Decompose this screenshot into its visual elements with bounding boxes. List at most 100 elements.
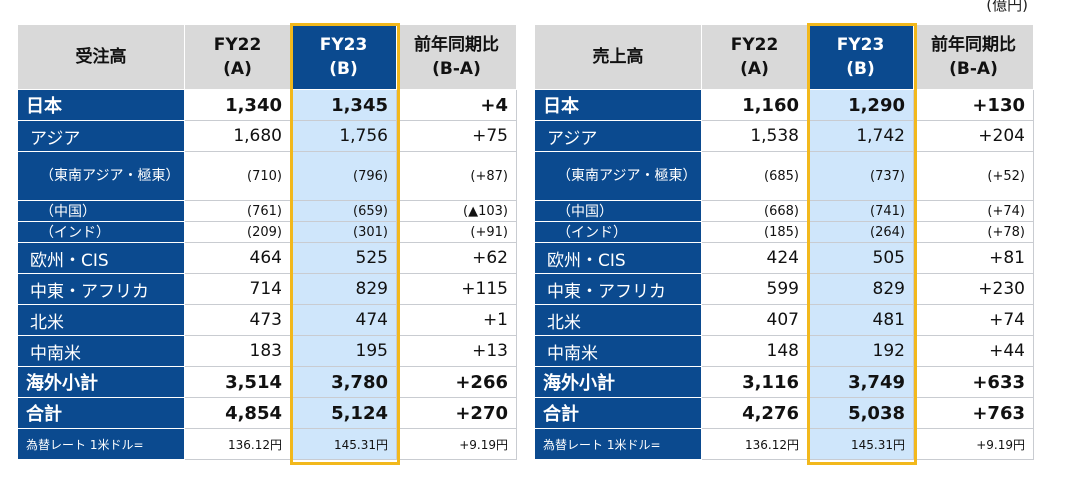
value-diff: +13 xyxy=(396,335,517,367)
value-fy22: (185) xyxy=(701,221,808,243)
value-fy23: (737) xyxy=(807,151,914,201)
value-fy23: (301) xyxy=(290,221,397,243)
region-label: 欧州・CIS xyxy=(17,242,185,274)
value-fy23: 474 xyxy=(290,304,397,336)
value-fy22: 136.12円 xyxy=(184,428,291,460)
value-fy22: (668) xyxy=(701,200,808,222)
value-diff: +74 xyxy=(913,304,1034,336)
orders-table: 受注高 FY22 (A) FY23 (B) 前年同期比 (B-A) 日本 1,340 1,3… xyxy=(17,24,517,460)
region-label: 為替レート 1米ドル= xyxy=(534,428,702,460)
region-label: （東南アジア・極東） xyxy=(534,151,702,201)
region-label: 欧州・CIS xyxy=(534,242,702,274)
value-fy23: 5,038 xyxy=(807,397,914,429)
region-label: 中南米 xyxy=(17,335,185,367)
value-diff: (▲103) xyxy=(396,200,517,222)
value-fy23: 192 xyxy=(807,335,914,367)
region-label: アジア xyxy=(17,120,185,152)
region-label: （インド） xyxy=(17,221,185,243)
region-label: （中国） xyxy=(17,200,185,222)
row-latin-america: 中南米 148 192 +44 xyxy=(534,335,1034,367)
value-diff: +75 xyxy=(396,120,517,152)
value-fy23: 1,756 xyxy=(290,120,397,152)
value-diff: (+52) xyxy=(913,151,1034,201)
value-fy22: 1,160 xyxy=(701,89,808,121)
value-fy22: 1,340 xyxy=(184,89,291,121)
row-total: 合計 4,854 5,124 +270 xyxy=(17,397,517,429)
header-row: 売上高 FY22 (A) FY23 (B) 前年同期比 (B-A) xyxy=(534,24,1034,90)
value-fy23: 145.31円 xyxy=(290,428,397,460)
row-india: （インド） (209) (301) (+91) xyxy=(17,221,517,243)
row-southeast-asia: （東南アジア・極東） (710) (796) (+87) xyxy=(17,151,517,201)
value-diff: +130 xyxy=(913,89,1034,121)
region-label: 海外小計 xyxy=(534,366,702,398)
row-china: （中国） (761) (659) (▲103) xyxy=(17,200,517,222)
value-fy22: 464 xyxy=(184,242,291,274)
header-metric: 売上高 xyxy=(534,24,702,90)
row-total: 合計 4,276 5,038 +763 xyxy=(534,397,1034,429)
region-label: （中国） xyxy=(534,200,702,222)
row-north-america: 北米 473 474 +1 xyxy=(17,304,517,336)
region-label: 日本 xyxy=(534,89,702,121)
unit-label: (億円) xyxy=(986,0,1028,14)
header-fy22: FY22 (A) xyxy=(184,24,291,90)
value-fy22: 599 xyxy=(701,273,808,305)
row-japan: 日本 1,340 1,345 +4 xyxy=(17,89,517,121)
value-fy23: 145.31円 xyxy=(807,428,914,460)
row-asia: アジア 1,680 1,756 +75 xyxy=(17,120,517,152)
value-diff: +9.19円 xyxy=(913,428,1034,460)
row-overseas-subtotal: 海外小計 3,514 3,780 +266 xyxy=(17,366,517,398)
row-asia: アジア 1,538 1,742 +204 xyxy=(534,120,1034,152)
value-diff: +204 xyxy=(913,120,1034,152)
value-fy23: 1,742 xyxy=(807,120,914,152)
region-label: 中東・アフリカ xyxy=(534,273,702,305)
value-diff: +1 xyxy=(396,304,517,336)
value-diff: +4 xyxy=(396,89,517,121)
value-fy22: 407 xyxy=(701,304,808,336)
value-fy23: 195 xyxy=(290,335,397,367)
value-diff: +62 xyxy=(396,242,517,274)
value-fy23: 829 xyxy=(290,273,397,305)
value-fy23: 829 xyxy=(807,273,914,305)
region-label: 海外小計 xyxy=(17,366,185,398)
value-fy23: 3,749 xyxy=(807,366,914,398)
row-fx-rate: 為替レート 1米ドル= 136.12円 145.31円 +9.19円 xyxy=(17,428,517,460)
header-diff: 前年同期比 (B-A) xyxy=(396,24,517,90)
value-diff: +115 xyxy=(396,273,517,305)
region-label: 中東・アフリカ xyxy=(17,273,185,305)
row-china: （中国） (668) (741) (+74) xyxy=(534,200,1034,222)
value-fy23: 1,345 xyxy=(290,89,397,121)
region-label: 北米 xyxy=(534,304,702,336)
value-diff: +763 xyxy=(913,397,1034,429)
value-diff: +44 xyxy=(913,335,1034,367)
value-fy22: 4,276 xyxy=(701,397,808,429)
region-label: 合計 xyxy=(534,397,702,429)
value-fy23: 481 xyxy=(807,304,914,336)
value-diff: (+74) xyxy=(913,200,1034,222)
value-fy22: 4,854 xyxy=(184,397,291,429)
value-fy22: 136.12円 xyxy=(701,428,808,460)
value-fy22: 3,514 xyxy=(184,366,291,398)
value-diff: +9.19円 xyxy=(396,428,517,460)
value-fy22: 148 xyxy=(701,335,808,367)
region-label: （インド） xyxy=(534,221,702,243)
value-fy22: 1,538 xyxy=(701,120,808,152)
header-fy23: FY23 (B) xyxy=(290,24,397,90)
row-overseas-subtotal: 海外小計 3,116 3,749 +633 xyxy=(534,366,1034,398)
header-fy23: FY23 (B) xyxy=(807,24,914,90)
value-diff: +81 xyxy=(913,242,1034,274)
value-fy23: (741) xyxy=(807,200,914,222)
value-fy22: 1,680 xyxy=(184,120,291,152)
sales-table: 売上高 FY22 (A) FY23 (B) 前年同期比 (B-A) 日本 1,160 1,2… xyxy=(534,24,1034,460)
value-fy23: 525 xyxy=(290,242,397,274)
row-india: （インド） (185) (264) (+78) xyxy=(534,221,1034,243)
value-fy22: 3,116 xyxy=(701,366,808,398)
row-japan: 日本 1,160 1,290 +130 xyxy=(534,89,1034,121)
region-label: 日本 xyxy=(17,89,185,121)
value-fy22: 424 xyxy=(701,242,808,274)
row-fx-rate: 為替レート 1米ドル= 136.12円 145.31円 +9.19円 xyxy=(534,428,1034,460)
value-diff: (+87) xyxy=(396,151,517,201)
row-europe-cis: 欧州・CIS 424 505 +81 xyxy=(534,242,1034,274)
value-diff: (+91) xyxy=(396,221,517,243)
row-middle-east-africa: 中東・アフリカ 714 829 +115 xyxy=(17,273,517,305)
header-row: 受注高 FY22 (A) FY23 (B) 前年同期比 (B-A) xyxy=(17,24,517,90)
